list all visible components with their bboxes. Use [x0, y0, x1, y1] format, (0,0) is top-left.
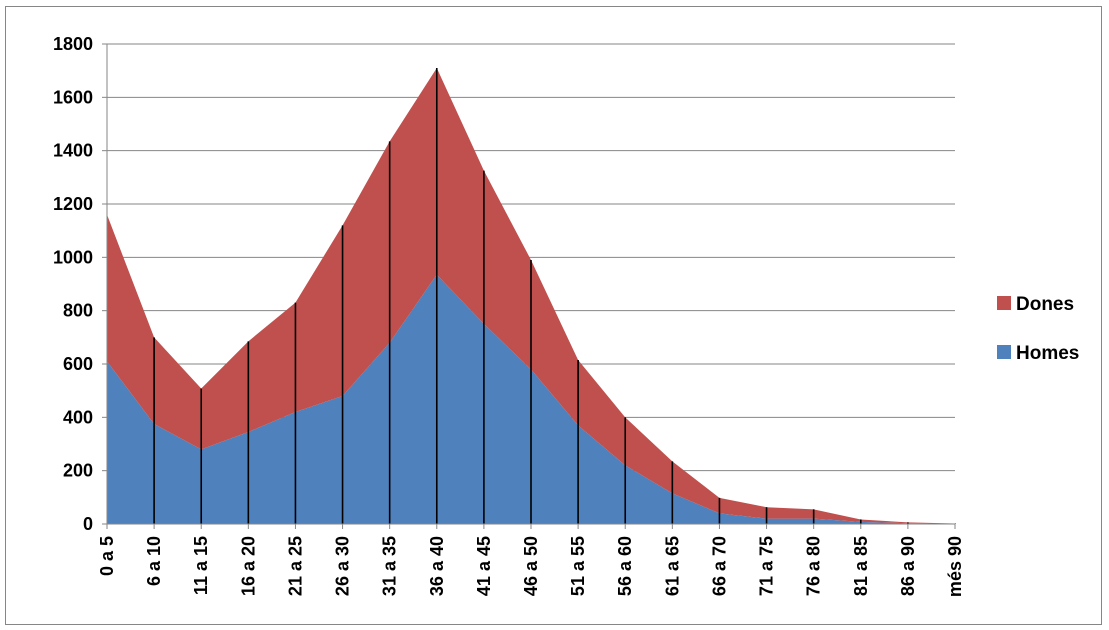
legend-swatch-dones: [997, 296, 1011, 310]
x-tick-label: més 90: [945, 536, 965, 597]
legend-label-dones: Dones: [1016, 294, 1074, 315]
drop-lines: [153, 68, 956, 524]
x-tick-label: 41 a 45: [474, 536, 494, 596]
y-tick-label: 1200: [53, 194, 93, 214]
x-tick-label: 26 a 30: [333, 536, 353, 596]
x-tick-label: 71 a 75: [757, 536, 777, 596]
x-tick-label: 11 a 15: [191, 536, 211, 595]
x-tick-label: 81 a 85: [851, 536, 871, 596]
x-tick-label: 0 a 5: [97, 536, 117, 576]
y-tick-label: 800: [63, 301, 93, 321]
x-axis-tick-labels: 0 a 5 6 a 10 11 a 15 16 a 20 21 a 25 26 a 30 3…: [97, 536, 965, 597]
x-tick-label: 76 a 80: [804, 536, 824, 596]
x-tick-label: 16 a 20: [238, 536, 258, 596]
y-tick-label: 1400: [53, 141, 93, 161]
y-tick-label: 600: [63, 354, 93, 374]
legend-swatch-homes: [997, 345, 1011, 359]
x-tick-label: 61 a 65: [662, 536, 682, 596]
y-tick-label: 400: [63, 407, 93, 427]
x-tick-label: 6 a 10: [144, 536, 164, 586]
x-tick-label: 56 a 60: [615, 536, 635, 596]
x-tick-label: 36 a 40: [427, 536, 447, 596]
y-tick-label: 1000: [53, 247, 93, 267]
y-tick-label: 200: [63, 461, 93, 481]
y-tick-label: 1800: [53, 34, 93, 54]
x-tick-label: 31 a 35: [380, 536, 400, 596]
x-tick-label: 66 a 70: [709, 536, 729, 596]
x-tick-label: 86 a 90: [898, 536, 918, 596]
y-tick-label: 1600: [53, 87, 93, 107]
x-tick-label: 21 a 25: [285, 536, 305, 596]
legend-label-homes: Homes: [1016, 343, 1079, 364]
axes: [102, 43, 956, 529]
legend: Dones Homes: [997, 294, 1079, 364]
x-tick-label: 46 a 50: [521, 536, 541, 596]
y-tick-label: 0: [83, 514, 93, 534]
y-axis-tick-labels: 0 200 400 600 800 1000 1200 1400 1600 1800: [53, 34, 93, 534]
x-tick-label: 51 a 55: [568, 536, 588, 596]
